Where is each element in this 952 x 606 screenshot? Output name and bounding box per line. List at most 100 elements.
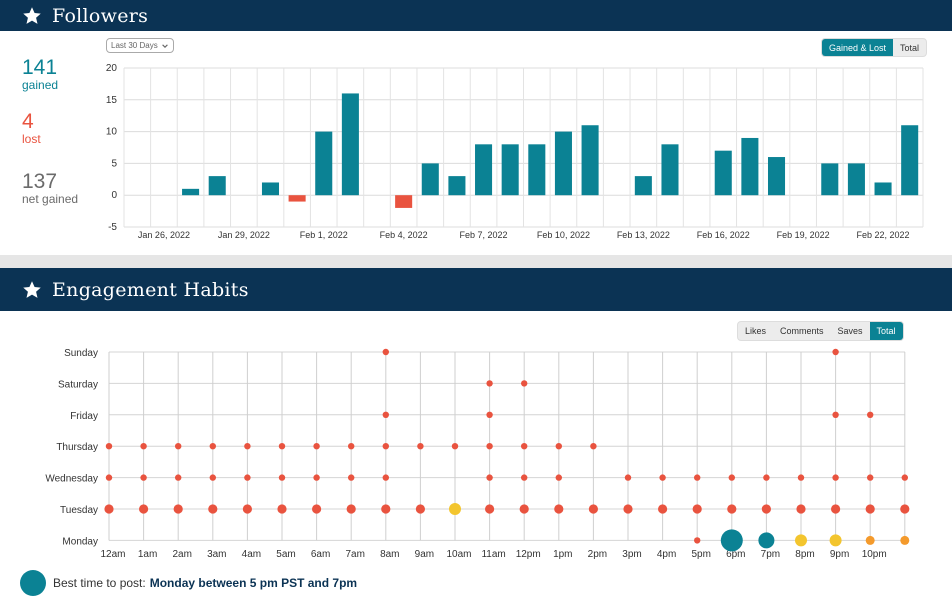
engagement-dot[interactable] (449, 503, 461, 515)
gained-bar[interactable] (182, 188, 200, 196)
date-range-select[interactable]: Last 30 Days (106, 38, 174, 53)
engagement-dot[interactable] (554, 504, 564, 514)
gained-bar[interactable] (767, 157, 786, 196)
engagement-dot[interactable] (761, 504, 772, 514)
toggle-total[interactable]: Total (900, 42, 920, 53)
toggle-total[interactable]: Total (869, 322, 903, 340)
engagement-dot[interactable] (486, 443, 493, 450)
engagement-dot[interactable] (694, 474, 701, 481)
engagement-dot[interactable] (555, 443, 562, 450)
engagement-dot[interactable] (763, 474, 770, 481)
toggle-likes[interactable]: Likes (745, 326, 767, 336)
gained-bar[interactable] (714, 150, 732, 196)
gained-bar[interactable] (341, 93, 359, 196)
engagement-dot[interactable] (831, 504, 841, 514)
engagement-dot[interactable] (244, 443, 251, 450)
engagement-dot[interactable] (312, 504, 322, 514)
engagement-dot[interactable] (588, 504, 599, 514)
engagement-dot[interactable] (865, 535, 875, 545)
gained-bar[interactable] (821, 163, 839, 196)
engagement-dot[interactable] (865, 504, 875, 514)
engagement-dot[interactable] (486, 411, 493, 418)
engagement-dot[interactable] (277, 504, 287, 514)
engagement-dot[interactable] (208, 504, 218, 514)
engagement-dot[interactable] (313, 474, 320, 481)
engagement-dot[interactable] (278, 474, 286, 481)
engagement-dot[interactable] (382, 348, 389, 356)
engagement-dot[interactable] (105, 443, 113, 450)
engagement-dot[interactable] (519, 504, 529, 514)
engagement-dot[interactable] (521, 474, 528, 481)
engagement-dot[interactable] (727, 504, 737, 514)
engagement-dot[interactable] (900, 504, 910, 514)
gained-bar[interactable] (501, 144, 519, 196)
engagement-dot[interactable] (728, 474, 735, 481)
engagement-dot[interactable] (829, 534, 842, 547)
engagement-dot[interactable] (417, 443, 424, 450)
gained-bar[interactable] (475, 144, 493, 196)
lost-bar[interactable] (395, 195, 413, 208)
engagement-dot[interactable] (486, 380, 493, 387)
engagement-dot[interactable] (659, 474, 666, 481)
gained-bar[interactable] (741, 137, 759, 196)
engagement-dot[interactable] (104, 504, 114, 514)
engagement-dot[interactable] (382, 474, 389, 481)
lost-bar[interactable] (288, 195, 306, 202)
engagement-dot[interactable] (382, 443, 389, 450)
engagement-dot[interactable] (694, 537, 701, 544)
engagement-dot[interactable] (867, 474, 874, 481)
toggle-comments[interactable]: Comments (780, 326, 824, 336)
gained-bar[interactable] (528, 144, 546, 196)
engagement-dot[interactable] (623, 504, 633, 514)
engagement-dot[interactable] (867, 411, 874, 418)
gained-bar[interactable] (421, 163, 439, 196)
engagement-dot[interactable] (590, 443, 597, 450)
engagement-dot[interactable] (209, 474, 216, 481)
engagement-dot[interactable] (209, 443, 216, 450)
engagement-dot[interactable] (140, 443, 147, 450)
engagement-dot[interactable] (451, 443, 459, 450)
engagement-dot[interactable] (346, 504, 356, 514)
gained-bar[interactable] (661, 144, 679, 196)
engagement-dot[interactable] (175, 474, 182, 481)
gained-bar[interactable] (634, 176, 652, 196)
engagement-dot[interactable] (555, 474, 562, 481)
engagement-dot[interactable] (139, 504, 149, 514)
engagement-dot[interactable] (832, 348, 839, 356)
engagement-dot[interactable] (720, 529, 743, 552)
engagement-dot[interactable] (105, 474, 113, 481)
engagement-dot[interactable] (692, 504, 702, 514)
gained-bar[interactable] (901, 125, 919, 196)
engagement-dot[interactable] (242, 504, 252, 514)
engagement-dot[interactable] (795, 534, 807, 547)
engagement-dot[interactable] (415, 504, 425, 514)
engagement-dot[interactable] (832, 474, 839, 481)
toggle-gained-lost[interactable]: Gained & Lost (822, 39, 894, 56)
engagement-dot[interactable] (901, 474, 908, 481)
engagement-dot[interactable] (140, 474, 147, 481)
gained-bar[interactable] (208, 176, 226, 196)
gained-bar[interactable] (261, 182, 280, 196)
gained-bar[interactable] (315, 131, 333, 196)
engagement-dot[interactable] (313, 443, 320, 450)
engagement-dot[interactable] (173, 504, 183, 514)
engagement-dot[interactable] (278, 443, 286, 450)
engagement-dot[interactable] (175, 443, 182, 450)
gained-bar[interactable] (874, 182, 892, 196)
engagement-dot[interactable] (486, 474, 493, 481)
engagement-dot[interactable] (381, 504, 391, 514)
engagement-dot[interactable] (348, 443, 355, 450)
engagement-dot[interactable] (521, 380, 528, 387)
engagement-dot[interactable] (521, 443, 528, 450)
engagement-dot[interactable] (797, 474, 805, 481)
engagement-dot[interactable] (658, 504, 668, 514)
gained-bar[interactable] (847, 163, 865, 196)
engagement-dot[interactable] (796, 504, 806, 514)
toggle-saves[interactable]: Saves (837, 326, 863, 336)
engagement-dot[interactable] (485, 504, 495, 514)
gained-bar[interactable] (554, 131, 572, 196)
gained-bar[interactable] (448, 176, 466, 196)
engagement-dot[interactable] (832, 411, 839, 418)
gained-bar[interactable] (581, 125, 599, 196)
engagement-dot[interactable] (758, 532, 775, 549)
